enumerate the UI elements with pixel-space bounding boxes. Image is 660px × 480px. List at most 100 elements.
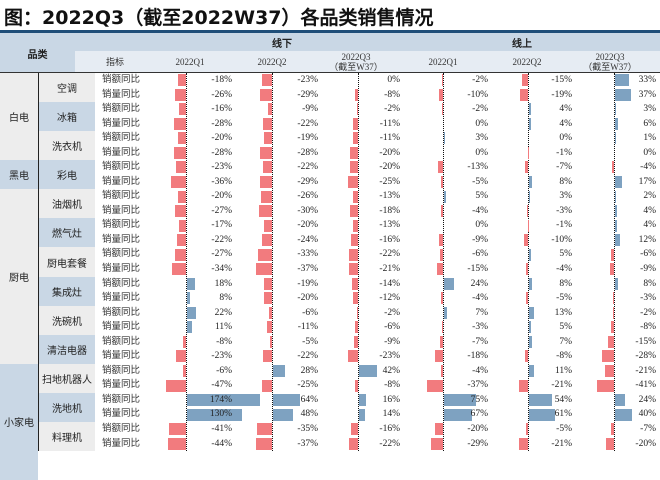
value-label: -36% [192,175,232,190]
value-label: 8% [532,277,572,292]
metric-label: 销量同比 [102,146,140,161]
value-label: 37% [616,88,656,103]
value-label: -8% [532,349,572,364]
value-label: -6% [616,247,656,262]
value-label: 11% [192,320,232,335]
negative-bar [441,205,443,217]
value-label: -21% [616,364,656,379]
value-label: -1% [532,146,572,161]
metric-label: 销额同比 [102,218,140,233]
negative-bar [348,350,358,362]
value-label: -18% [360,204,400,219]
value-label: -20% [360,146,400,161]
negative-bar [349,438,358,450]
metric-label: 销额同比 [102,160,140,175]
value-label: -23% [192,160,232,175]
value-label: -8% [616,320,656,335]
value-label: 54% [532,393,572,408]
value-label: -23% [278,73,318,88]
subcategory-label: 油烟机 [39,189,95,218]
negative-bar [264,278,272,290]
negative-bar [183,336,186,348]
negative-bar [259,205,272,217]
negative-bar [179,220,186,232]
value-label: -13% [360,218,400,233]
value-label: -34% [192,262,232,277]
value-label: -17% [192,218,232,233]
metric-label: 销量同比 [102,320,140,335]
negative-bar [435,350,443,362]
value-label: 7% [532,335,572,350]
positive-bar [529,321,531,333]
value-label: -7% [448,335,488,350]
value-label: 12% [616,233,656,248]
value-label: -2% [448,73,488,88]
negative-bar [526,263,528,275]
negative-bar [260,89,272,101]
value-label: -28% [278,146,318,161]
column-header-note: （截至W37） [329,62,383,72]
subcategory-label: 洗衣机 [39,131,95,160]
metric-label: 销额同比 [102,247,140,262]
metric-label: 销量同比 [102,378,140,393]
negative-bar [169,423,186,435]
negative-bar [350,161,358,173]
value-label: -22% [192,233,232,248]
negative-bar [611,321,614,333]
subcategory-label: 洗地机 [39,393,95,422]
value-label: -28% [192,117,232,132]
value-label: -19% [532,88,572,103]
value-label: -25% [278,378,318,393]
value-label: -20% [360,160,400,175]
value-label: -6% [278,306,318,321]
subcategory-label: 燃气灶 [39,218,95,247]
value-label: -5% [532,291,572,306]
group-label: 厨电 [0,189,38,363]
negative-bar [178,74,186,86]
value-label: -33% [278,247,318,262]
value-label: 4% [616,204,656,219]
negative-bar [269,307,272,319]
negative-bar [264,132,272,144]
group-divider [38,73,39,451]
negative-bar [260,176,272,188]
positive-bar [444,307,447,319]
value-label: 0% [360,73,400,88]
value-label: -4% [448,291,488,306]
negative-bar [524,234,528,246]
value-label: -15% [448,262,488,277]
negative-bar [176,161,186,173]
value-label: 13% [532,306,572,321]
value-label: 18% [192,277,232,292]
column-header-period: 2022Q1 [176,57,205,67]
negative-bar [268,103,272,115]
negative-bar [183,365,186,377]
value-label: 22% [192,306,232,321]
value-label: -18% [448,349,488,364]
value-label: -16% [360,233,400,248]
positive-bar [529,118,531,130]
value-label: -1% [532,218,572,233]
value-label: -4% [448,204,488,219]
value-label: -6% [448,247,488,262]
value-label: -9% [448,233,488,248]
value-label: -4% [448,364,488,379]
metric-label: 销额同比 [102,131,140,146]
metric-label: 销量同比 [102,437,140,452]
value-label: -11% [360,131,400,146]
value-label: -20% [278,291,318,306]
negative-bar [264,220,272,232]
positive-bar [529,103,531,115]
value-label: -24% [278,233,318,248]
negative-bar [270,336,272,348]
value-label: -7% [616,422,656,437]
value-label: -47% [192,378,232,393]
negative-bar [263,161,272,173]
value-label: 174% [192,393,232,408]
value-label: 40% [616,407,656,422]
value-label: -22% [360,247,400,262]
negative-bar [427,380,443,392]
value-label: 64% [278,393,318,408]
negative-bar [172,263,186,275]
